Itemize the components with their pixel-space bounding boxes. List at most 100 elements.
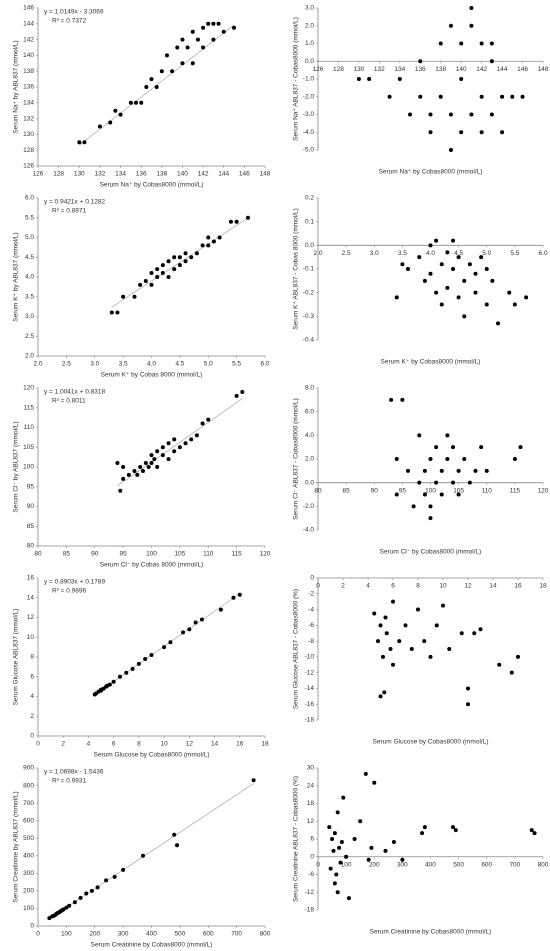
x-tick-label: 140 xyxy=(177,171,188,178)
data-point xyxy=(472,631,477,636)
data-point xyxy=(175,843,180,848)
x-tick-label: 4.0 xyxy=(147,361,156,368)
data-point xyxy=(172,255,177,260)
data-point xyxy=(434,445,439,450)
x-tick-label: 3.0 xyxy=(90,361,99,368)
data-point xyxy=(428,112,433,117)
y-tick-label: 900 xyxy=(23,765,34,772)
data-point xyxy=(160,271,165,276)
data-point xyxy=(448,23,453,28)
data-point xyxy=(451,445,455,450)
y-tick-label: 140 xyxy=(23,52,34,59)
data-point xyxy=(108,120,113,125)
data-point xyxy=(183,441,188,446)
x-tick-label: 132 xyxy=(374,66,385,73)
y-tick-label: 400 xyxy=(23,852,34,859)
data-point xyxy=(352,837,357,841)
y-tick-label: 10 xyxy=(27,634,35,641)
data-point xyxy=(420,831,425,836)
y-tick-label: 4.0 xyxy=(305,432,314,439)
data-point xyxy=(331,848,336,853)
y-tick-label: 136 xyxy=(23,84,34,91)
y-tick-label: -18 xyxy=(305,717,315,724)
data-point xyxy=(160,263,165,268)
data-point xyxy=(484,267,489,271)
y-tick-label: -1.0 xyxy=(303,76,315,83)
y-tick-label: 1.0 xyxy=(305,40,314,47)
y-tick-label: 0 xyxy=(30,733,34,740)
data-point xyxy=(388,647,393,651)
x-tick-label: 90 xyxy=(371,487,379,494)
y-axis-label: Serum Glucose ABL837 - Cobas8000 (%) xyxy=(293,589,300,709)
data-point xyxy=(496,321,500,326)
x-tick-label: 85 xyxy=(63,551,71,558)
data-point xyxy=(387,94,392,99)
data-point xyxy=(89,888,94,893)
data-point xyxy=(394,295,399,300)
data-point xyxy=(118,112,123,117)
data-point xyxy=(451,238,455,243)
data-point xyxy=(124,670,129,675)
data-point xyxy=(428,243,433,248)
data-point xyxy=(206,235,211,240)
y-tick-label: 2 xyxy=(30,713,34,720)
data-point xyxy=(200,243,205,248)
equation: y = 0.8903x + 0.1789 xyxy=(44,579,105,586)
x-tick-label: 115 xyxy=(231,551,242,558)
data-point xyxy=(520,94,525,99)
data-point xyxy=(391,599,395,604)
x-tick-label: 134 xyxy=(115,171,126,178)
data-point xyxy=(479,130,484,135)
y-axis-label: Serum Cl⁻ ABL837 - Cobas8000 (mmol/L) xyxy=(293,398,300,520)
data-point xyxy=(447,647,452,651)
x-tick-label: 100 xyxy=(341,861,352,868)
x-tick-label: 110 xyxy=(203,551,214,558)
x-tick-label: 126 xyxy=(313,66,324,73)
x-tick-label: 2.0 xyxy=(33,361,42,368)
data-point xyxy=(473,290,478,295)
data-point xyxy=(218,607,223,612)
y-tick-label: 138 xyxy=(23,68,34,75)
y-tick-label: 6.0 xyxy=(305,408,314,415)
y-tick-label: 146 xyxy=(23,5,34,12)
data-point xyxy=(524,295,529,300)
x-tick-label: 16 xyxy=(236,741,244,748)
data-point xyxy=(344,854,349,859)
data-point xyxy=(428,654,433,659)
data-point xyxy=(332,831,337,836)
x-tick-label: 144 xyxy=(218,171,229,178)
data-point xyxy=(134,100,139,105)
y-axis-label: Serum K⁺ ABL837 - Cobas 8000 (mmol/L) xyxy=(293,208,300,330)
data-point xyxy=(121,294,126,299)
x-tick-label: 95 xyxy=(120,551,128,558)
y-tick-label: 0.0 xyxy=(305,242,314,249)
data-point xyxy=(391,662,395,667)
x-tick-label: 80 xyxy=(34,551,42,558)
data-point xyxy=(439,302,444,307)
y-tick-label: 2.0 xyxy=(305,456,314,463)
data-point xyxy=(240,389,245,394)
x-tick-label: 2.5 xyxy=(62,361,71,368)
data-point xyxy=(332,881,337,886)
y-tick-label: 110 xyxy=(24,424,35,431)
r-squared: R² = 0.9896 xyxy=(52,588,87,595)
x-tick-label: 4.5 xyxy=(175,361,184,368)
data-point xyxy=(346,896,351,901)
data-point xyxy=(206,417,211,422)
data-point xyxy=(451,480,455,485)
data-point xyxy=(140,853,145,858)
data-point xyxy=(445,285,450,290)
x-tick-label: 120 xyxy=(260,551,271,558)
x-tick-label: 130 xyxy=(74,171,85,178)
y-tick-label: 132 xyxy=(23,115,34,122)
equation: y = 1.0149x - 3.3069 xyxy=(44,9,104,16)
x-tick-label: 100 xyxy=(61,931,72,938)
data-point xyxy=(335,890,340,895)
data-point xyxy=(512,457,517,461)
data-point xyxy=(199,617,204,622)
data-point xyxy=(166,275,171,279)
data-point xyxy=(422,492,427,497)
r-squared: R² = 0.9931 xyxy=(52,778,87,785)
y-tick-label: -2.0 xyxy=(303,93,315,100)
y-tick-label: 800 xyxy=(23,782,34,789)
